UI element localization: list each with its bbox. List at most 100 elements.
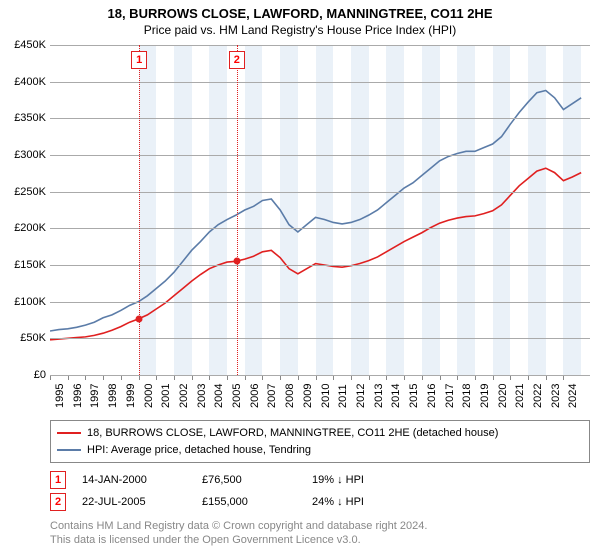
x-tick	[440, 376, 441, 380]
legend-swatch	[57, 432, 81, 434]
x-tick	[85, 376, 86, 380]
legend-row: 18, BURROWS CLOSE, LAWFORD, MANNINGTREE,…	[57, 425, 583, 442]
y-gridline	[50, 228, 590, 229]
x-tick	[546, 376, 547, 380]
x-tick	[262, 376, 263, 380]
x-tick	[280, 376, 281, 380]
x-axis-label: 2014	[390, 384, 402, 408]
series-property	[50, 168, 581, 340]
x-axis-label: 2016	[426, 384, 438, 408]
x-axis-label: 2020	[497, 384, 509, 408]
x-tick	[139, 376, 140, 380]
y-gridline	[50, 82, 590, 83]
x-tick	[209, 376, 210, 380]
x-tick	[156, 376, 157, 380]
x-axis-label: 1997	[89, 384, 101, 408]
x-axis-label: 2023	[550, 384, 562, 408]
x-axis-label: 2013	[373, 384, 385, 408]
x-axis-label: 2022	[532, 384, 544, 408]
legend-label: 18, BURROWS CLOSE, LAWFORD, MANNINGTREE,…	[87, 425, 498, 442]
x-axis-label: 2011	[337, 384, 349, 408]
marker-line	[237, 45, 238, 375]
marker-pct: 24% ↓ HPI	[312, 496, 422, 508]
x-axis-label: 2024	[567, 384, 579, 408]
chart-titles: 18, BURROWS CLOSE, LAWFORD, MANNINGTREE,…	[0, 0, 600, 37]
y-gridline	[50, 265, 590, 266]
marker-price: £155,000	[202, 496, 312, 508]
x-axis-label: 1995	[54, 384, 66, 408]
chart-subtitle: Price paid vs. HM Land Registry's House …	[0, 23, 600, 37]
legend-label: HPI: Average price, detached house, Tend…	[87, 442, 311, 459]
marker-badge: 1	[131, 51, 147, 69]
marker-row: 2 22-JUL-2005 £155,000 24% ↓ HPI	[50, 491, 590, 513]
marker-pct: 19% ↓ HPI	[312, 474, 422, 486]
marker-badge: 1	[50, 471, 66, 489]
y-axis-label: £200K	[2, 222, 46, 234]
marker-dot	[233, 258, 240, 265]
marker-row: 1 14-JAN-2000 £76,500 19% ↓ HPI	[50, 469, 590, 491]
chart-footer: Contains HM Land Registry data © Crown c…	[50, 519, 590, 548]
x-tick	[245, 376, 246, 380]
marker-date: 22-JUL-2005	[82, 496, 202, 508]
x-axis-label: 2006	[249, 384, 261, 408]
y-axis-label: £450K	[2, 39, 46, 51]
x-tick	[227, 376, 228, 380]
y-axis-label: £250K	[2, 186, 46, 198]
y-axis-label: £100K	[2, 296, 46, 308]
y-axis-label: £150K	[2, 259, 46, 271]
x-tick	[103, 376, 104, 380]
y-axis-label: £50K	[2, 332, 46, 344]
x-tick	[422, 376, 423, 380]
x-tick	[510, 376, 511, 380]
marker-line	[139, 45, 140, 375]
y-axis-label: £400K	[2, 76, 46, 88]
x-tick	[333, 376, 334, 380]
y-axis-label: £350K	[2, 112, 46, 124]
legend-swatch	[57, 449, 81, 451]
x-tick	[68, 376, 69, 380]
x-axis-label: 2007	[266, 384, 278, 408]
x-axis-label: 2004	[213, 384, 225, 408]
x-axis-label: 2010	[320, 384, 332, 408]
x-tick	[351, 376, 352, 380]
chart-lines	[50, 45, 590, 375]
x-axis-label: 2005	[231, 384, 243, 408]
marker-dot	[136, 315, 143, 322]
x-tick	[475, 376, 476, 380]
x-axis-labels: 1995 1996 1997 1998 1999 2000 2001 2002 2003 2004…	[50, 376, 590, 416]
x-axis-label: 1996	[72, 384, 84, 408]
chart-title: 18, BURROWS CLOSE, LAWFORD, MANNINGTREE,…	[0, 6, 600, 21]
chart-legend: 18, BURROWS CLOSE, LAWFORD, MANNINGTREE,…	[50, 420, 590, 463]
y-gridline	[50, 155, 590, 156]
x-tick	[386, 376, 387, 380]
marker-price: £76,500	[202, 474, 312, 486]
x-axis-label: 2015	[408, 384, 420, 408]
x-axis-label: 2003	[196, 384, 208, 408]
x-axis-label: 1999	[125, 384, 137, 408]
x-tick	[50, 376, 51, 380]
x-axis-label: 2017	[444, 384, 456, 408]
x-tick	[528, 376, 529, 380]
x-tick	[316, 376, 317, 380]
x-axis-label: 2000	[143, 384, 155, 408]
x-tick	[563, 376, 564, 380]
x-tick	[404, 376, 405, 380]
x-axis-label: 2002	[178, 384, 190, 408]
marker-badge: 2	[229, 51, 245, 69]
x-axis-label: 2001	[160, 384, 172, 408]
marker-badge: 2	[50, 493, 66, 511]
x-axis-label: 1998	[107, 384, 119, 408]
y-gridline	[50, 45, 590, 46]
x-tick	[121, 376, 122, 380]
footer-line: This data is licensed under the Open Gov…	[50, 533, 590, 547]
y-gridline	[50, 302, 590, 303]
y-gridline	[50, 192, 590, 193]
y-axis-label: £0	[2, 369, 46, 381]
x-axis-label: 2012	[355, 384, 367, 408]
y-axis-label: £300K	[2, 149, 46, 161]
x-tick	[174, 376, 175, 380]
plot-area: £0£50K£100K£150K£200K£250K£300K£350K£400…	[50, 45, 590, 376]
x-axis-label: 2021	[514, 384, 526, 408]
x-axis-label: 2019	[479, 384, 491, 408]
x-tick	[369, 376, 370, 380]
